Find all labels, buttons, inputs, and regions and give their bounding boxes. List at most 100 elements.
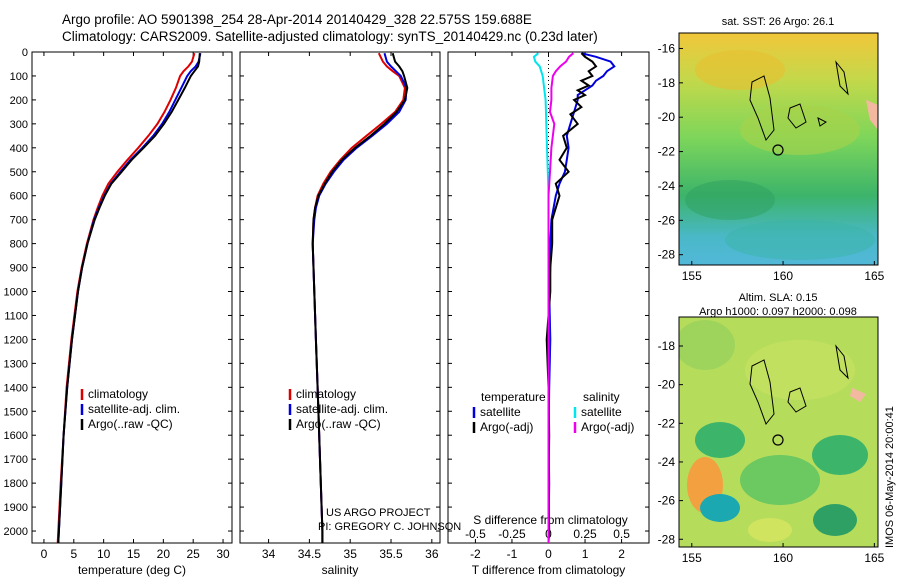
- legend-salinity-heading: salinity: [583, 390, 620, 404]
- x-tick-label: 35.5: [379, 547, 403, 561]
- imos-stamp: IMOS 06-May-2014 20:00:41: [884, 406, 896, 548]
- depth-tick-label: 1000: [4, 287, 28, 299]
- difference-series-temperature-satellite: [547, 52, 616, 543]
- difference-series-temperature-argo-adj-: [545, 52, 598, 544]
- x-tick-label: 34.5: [298, 547, 322, 561]
- x-tick-label: 35: [344, 547, 358, 561]
- depth-tick-label: 1700: [4, 454, 28, 466]
- x-tick-label: 5: [70, 547, 77, 561]
- depth-tick-label: 600: [10, 191, 28, 203]
- temperature-series-argo-raw-qc-: [57, 53, 201, 544]
- map-lat-label: -26: [658, 213, 676, 227]
- map-lon-label: 155: [682, 551, 702, 565]
- legend-label: Argo(-adj): [480, 420, 533, 434]
- x-tick-label: 0: [545, 547, 552, 561]
- map-lat-label: -24: [658, 455, 676, 469]
- legend-label: climatology: [88, 387, 148, 401]
- header-line-2: Climatology: CARS2009. Satellite-adjuste…: [62, 29, 598, 44]
- legend-label: climatology: [296, 387, 356, 401]
- top-tick-label: 0.5: [613, 527, 630, 541]
- x-tick-label: 0: [41, 547, 48, 561]
- pi-label: PI: GREGORY C. JOHNSON: [318, 521, 461, 533]
- x-tick-label: 20: [157, 547, 171, 561]
- legend-temperature-heading: temperature: [481, 390, 546, 404]
- depth-tick-label: 500: [10, 167, 28, 179]
- difference-top-xlabel: S difference from climatology: [473, 513, 628, 527]
- depth-tick-label: 100: [10, 71, 28, 83]
- depth-tick-label: 1600: [4, 430, 28, 442]
- map-lat-label: -20: [658, 378, 676, 392]
- map-lat-label: -28: [658, 248, 676, 262]
- sla-map-title-2: Argo h1000: 0.097 h2000: 0.098: [699, 306, 857, 318]
- salinity-series-argo-raw-qc-: [311, 52, 409, 543]
- map-lat-label: -16: [658, 41, 676, 55]
- x-tick-label: 30: [216, 547, 230, 561]
- depth-tick-label: 1300: [4, 358, 28, 370]
- x-tick-label: -2: [470, 547, 481, 561]
- depth-tick-label: 300: [10, 119, 28, 131]
- map-lat-label: -18: [658, 339, 676, 353]
- x-tick-label: 34: [262, 547, 276, 561]
- x-tick-label: 1: [582, 547, 589, 561]
- legend-label: Argo(..raw -QC): [88, 417, 173, 431]
- legend-label: satellite-adj. clim.: [88, 402, 180, 416]
- map-lat-label: -18: [658, 76, 676, 90]
- salinity-xlabel: salinity: [322, 563, 359, 577]
- map-lon-label: 155: [682, 269, 702, 283]
- map-lat-label: -20: [658, 110, 676, 124]
- sla-map: Altim. SLA: 0.15 Argo h1000: 0.097 h2000…: [658, 292, 885, 565]
- map-lat-label: -22: [658, 416, 676, 430]
- x-tick-label: 2: [618, 547, 625, 561]
- salinity-series-satellite-adj-clim-: [311, 52, 408, 543]
- difference-panel: -2 -1 0 1 2 T difference from climatology S di…: [447, 51, 650, 577]
- legend-label: satellite: [581, 405, 622, 419]
- project-label: US ARGO PROJECT: [326, 507, 431, 519]
- map-lat-label: -22: [658, 145, 676, 159]
- temperature-xlabel: temperature (deg C): [78, 563, 186, 577]
- map-lat-label: -26: [658, 494, 676, 508]
- top-tick-label: -0.5: [465, 527, 486, 541]
- depth-tick-label: 400: [10, 143, 28, 155]
- salinity-series-climatology: [311, 52, 406, 543]
- map-lon-label: 165: [864, 551, 884, 565]
- x-tick-label: 10: [97, 547, 111, 561]
- difference-series-salinity-argo-adj-: [547, 52, 575, 543]
- temperature-series-climatology: [56, 52, 196, 544]
- top-tick-label: -0.25: [498, 527, 526, 541]
- reef-outline: [749, 75, 775, 142]
- legend-label: Argo(-adj): [581, 420, 634, 434]
- argo-position-marker: [772, 144, 784, 156]
- sla-map-title-1: Altim. SLA: 0.15: [739, 292, 818, 304]
- x-tick-label: 25: [187, 547, 201, 561]
- depth-tick-label: 200: [10, 95, 28, 107]
- sst-map: sat. SST: 26 Argo: 26.1 155 160 165 -16 -18 -…: [658, 16, 885, 283]
- depth-tick-label: 1100: [4, 310, 28, 322]
- profile-panels: 0100200300400500600700800900100011001200…: [4, 47, 650, 577]
- land-patch: [866, 100, 878, 130]
- depth-tick-label: 1400: [4, 382, 28, 394]
- depth-tick-label: 900: [10, 263, 28, 275]
- legend-label: Argo(..raw -QC): [296, 417, 381, 431]
- sla-map-frame: [678, 316, 879, 548]
- salinity-panel: 34 34.5 35 35.5 36 salinity climatologysatelli…: [239, 51, 441, 577]
- temperature-panel: 0100200300400500600700800900100011001200…: [4, 47, 233, 577]
- legend-label: satellite-adj. clim.: [296, 402, 388, 416]
- x-tick-label: 15: [127, 547, 141, 561]
- map-lon-label: 165: [864, 269, 884, 283]
- temperature-series-satellite-adj-clim-: [57, 52, 202, 544]
- map-lon-label: 160: [773, 269, 793, 283]
- depth-tick-label: 1900: [4, 502, 28, 514]
- temperature-frame: [31, 51, 233, 544]
- map-lat-label: -28: [658, 532, 676, 546]
- sst-map-title: sat. SST: 26 Argo: 26.1: [722, 16, 835, 28]
- x-tick-label: -1: [507, 547, 518, 561]
- map-lon-label: 160: [773, 551, 793, 565]
- depth-tick-label: 700: [10, 215, 28, 227]
- sst-map-frame: [678, 32, 879, 266]
- difference-series-salinity-satellite: [532, 52, 550, 543]
- sla-low-anomaly: [700, 494, 740, 522]
- depth-tick-label: 0: [22, 47, 28, 59]
- depth-tick-label: 1200: [4, 334, 28, 346]
- legend-label: satellite: [480, 405, 521, 419]
